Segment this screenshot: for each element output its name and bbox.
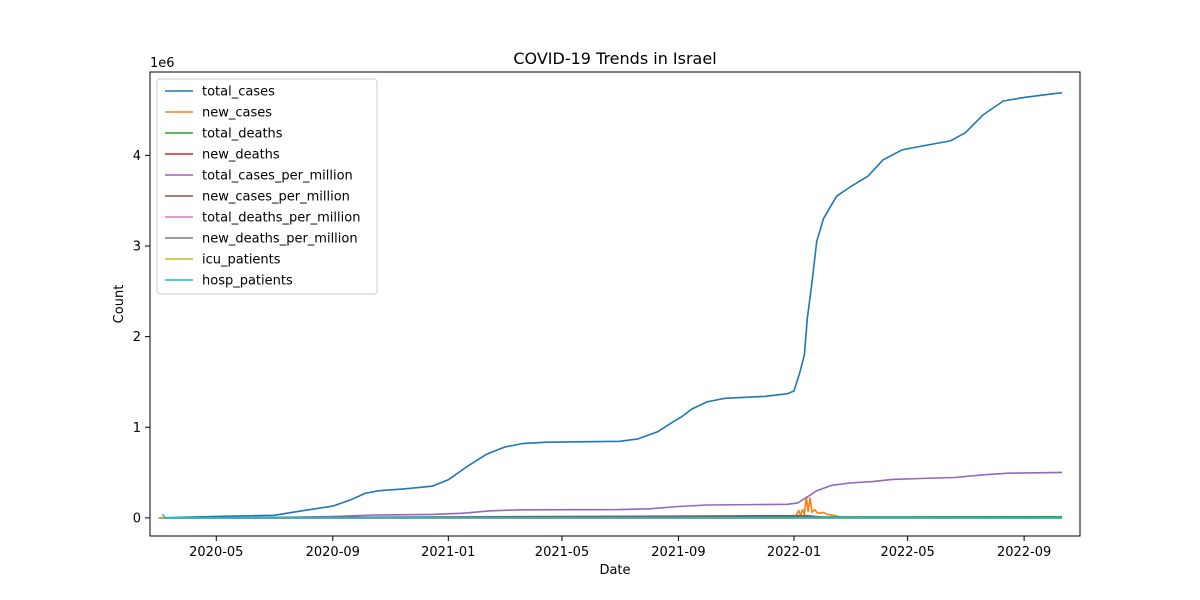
- legend-label: total_deaths_per_million: [202, 211, 360, 226]
- plot-frame: [149, 71, 1081, 537]
- legend-item-new-deaths-per-million: new_deaths_per_million: [165, 232, 358, 247]
- x-tick-label: 2021-01: [421, 545, 475, 560]
- legend-item-total-cases-per-million: total_cases_per_million: [165, 169, 353, 184]
- y-tick-label: 2: [133, 330, 141, 345]
- legend-item-hosp-patients: hosp_patients: [165, 274, 293, 289]
- series-line-hosp-patients: [161, 513, 1063, 519]
- legend-label: total_deaths: [202, 127, 283, 142]
- legend-label: new_deaths: [202, 148, 280, 163]
- legend-label: total_cases_per_million: [202, 169, 353, 184]
- y-axis-offset-label: 1e6: [150, 56, 175, 71]
- legend-item-total-cases: total_cases: [165, 85, 275, 100]
- legend-item-total-deaths: total_deaths: [165, 127, 283, 142]
- series-lines: [158, 92, 1063, 519]
- x-tick-label: 2021-05: [535, 545, 589, 560]
- y-axis-title: Count: [112, 285, 127, 324]
- legend-label: total_cases: [202, 85, 275, 100]
- x-tick-label: 2021-09: [651, 545, 705, 560]
- legend-item-total-deaths-per-million: total_deaths_per_million: [165, 211, 360, 226]
- legend-item-new-deaths: new_deaths: [165, 148, 280, 163]
- legend-item-new-cases-per-million: new_cases_per_million: [165, 190, 350, 205]
- legend-item-icu-patients: icu_patients: [165, 253, 281, 268]
- chart-title: COVID-19 Trends in Israel: [513, 49, 716, 68]
- x-tick-label: 2020-05: [189, 545, 243, 560]
- legend-label: new_deaths_per_million: [202, 232, 358, 247]
- x-tick-label: 2022-01: [767, 545, 821, 560]
- y-axis-ticks: 0 1 2 3 4: [133, 149, 150, 526]
- x-tick-label: 2022-05: [880, 545, 934, 560]
- legend-label: icu_patients: [202, 253, 281, 268]
- legend-items: total_cases new_cases total_deaths new_deat…: [165, 85, 360, 289]
- y-tick-label: 3: [133, 240, 141, 255]
- legend-box: [156, 78, 378, 295]
- series-line-total-cases: [158, 92, 1063, 519]
- legend-label: hosp_patients: [202, 274, 293, 289]
- legend-label: new_cases: [202, 106, 272, 121]
- y-tick-label: 1: [133, 421, 141, 436]
- series-line-total-cases-per-million: [158, 471, 1063, 519]
- legend-label: new_cases_per_million: [202, 190, 350, 205]
- x-axis-title: Date: [599, 563, 630, 578]
- y-tick-label: 4: [133, 149, 141, 164]
- y-tick-label: 0: [133, 511, 141, 526]
- legend-item-new-cases: new_cases: [165, 106, 272, 121]
- x-tick-label: 2022-09: [997, 545, 1051, 560]
- x-tick-label: 2020-09: [306, 545, 360, 560]
- x-axis-ticks: 2020-05 2020-09 2021-01 2021-05 2021-09 2022-…: [189, 536, 1051, 560]
- legend: total_cases new_cases total_deaths new_deat…: [156, 78, 378, 295]
